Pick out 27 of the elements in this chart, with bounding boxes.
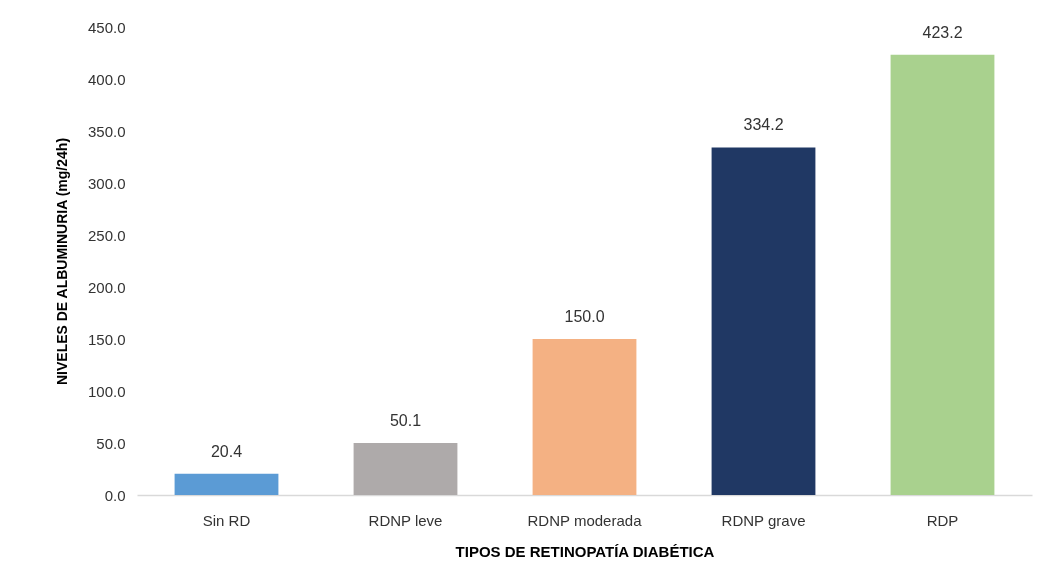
x-tick-label: RDNP leve bbox=[368, 511, 443, 529]
bar bbox=[353, 442, 458, 495]
x-tick-label: RDNP moderada bbox=[527, 511, 643, 529]
data-label: 334.2 bbox=[743, 116, 784, 134]
y-axis-title: NIVELES DE ALBUMINURIA (mg/24h) bbox=[53, 137, 70, 386]
data-label: 50.1 bbox=[389, 411, 422, 429]
y-tick-label: 100.0 bbox=[87, 382, 126, 400]
y-tick-label: 150.0 bbox=[87, 330, 126, 348]
data-label: 20.4 bbox=[210, 442, 243, 460]
y-tick-label: 400.0 bbox=[87, 70, 126, 88]
bar bbox=[174, 473, 279, 495]
y-tick-label: 350.0 bbox=[87, 122, 126, 140]
bar bbox=[890, 54, 995, 495]
y-tick-label: 300.0 bbox=[87, 174, 126, 192]
data-label: 423.2 bbox=[922, 23, 963, 41]
y-tick-label: 250.0 bbox=[87, 226, 126, 244]
y-tick-label: 450.0 bbox=[87, 18, 126, 36]
data-label: 150.0 bbox=[564, 308, 605, 325]
y-tick-label: 0.0 bbox=[104, 486, 126, 504]
x-tick-label: RDNP grave bbox=[721, 511, 806, 529]
bar bbox=[711, 147, 816, 495]
bar bbox=[532, 339, 637, 495]
y-tick-label: 200.0 bbox=[87, 278, 126, 296]
x-tick-label: RDP bbox=[926, 511, 959, 529]
x-axis-title: TIPOS DE RETINOPATÍA DIABÉTICA bbox=[455, 542, 715, 560]
y-tick-label: 50.0 bbox=[96, 434, 126, 452]
x-tick-label: Sin RD bbox=[202, 511, 251, 529]
